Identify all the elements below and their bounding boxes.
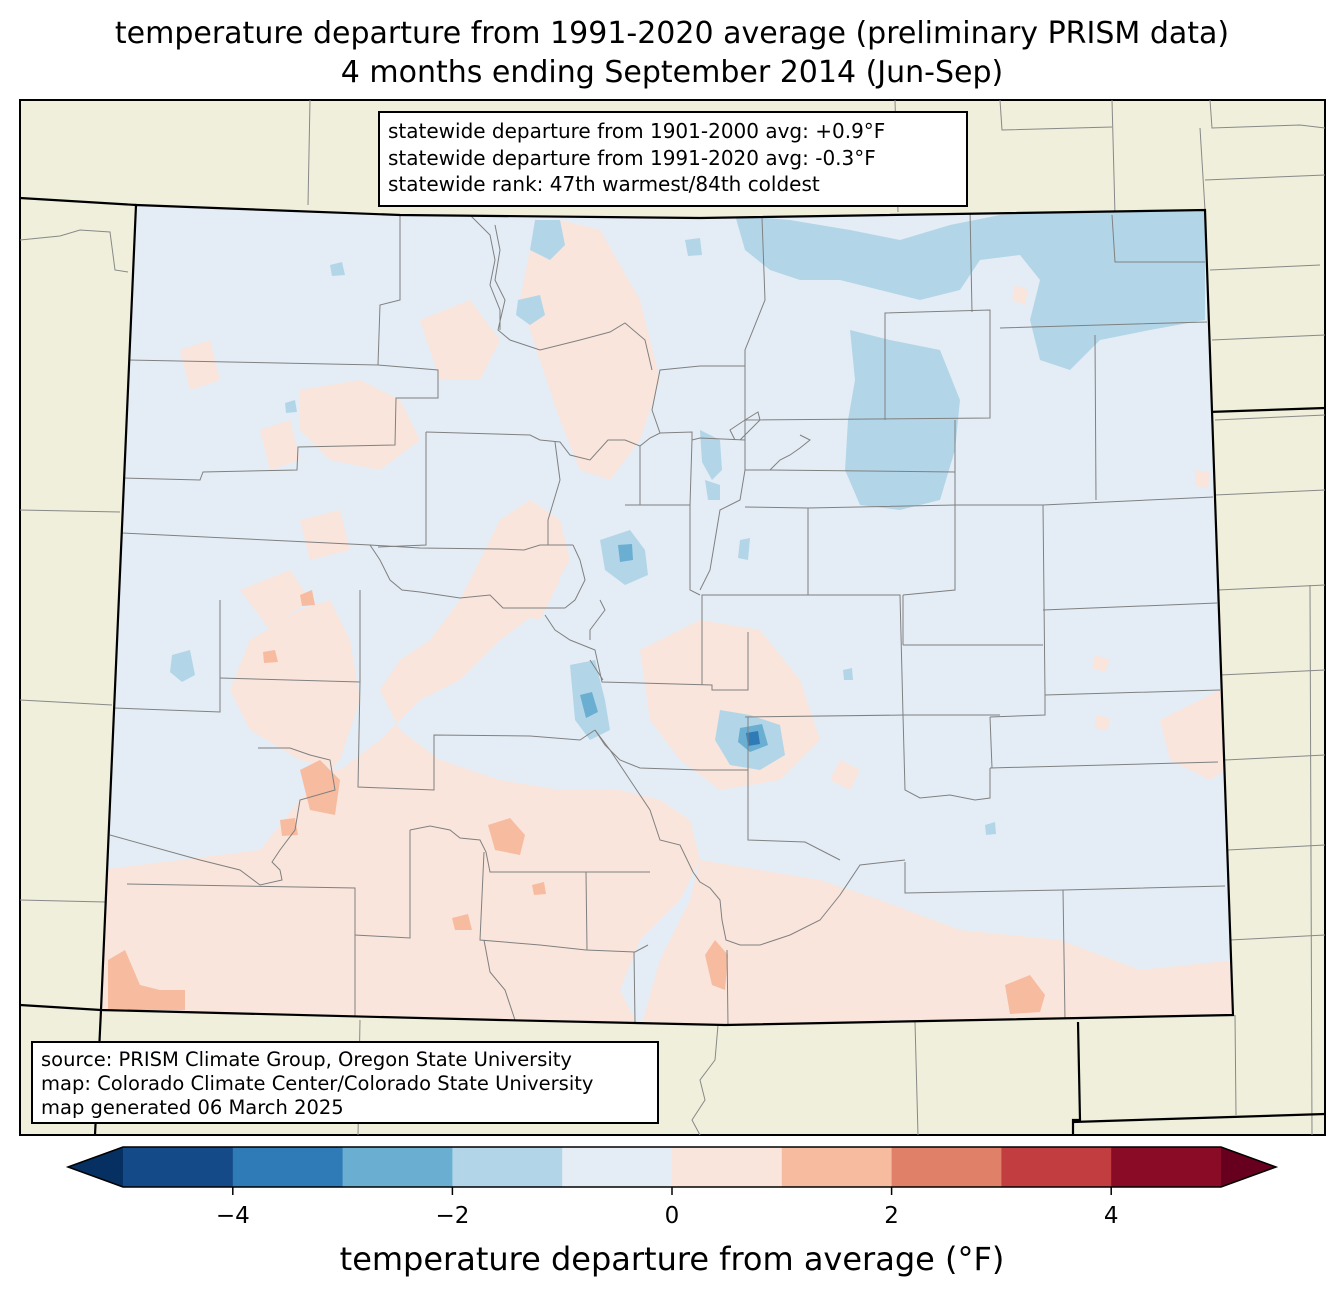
colorbar-segment — [781, 1147, 893, 1187]
colorbar-outline — [65, 1146, 1279, 1188]
stats-line-1: statewide departure from 1901-2000 avg: … — [388, 119, 886, 143]
stats-line-3: statewide rank: 47th warmest/84th coldes… — [388, 172, 820, 196]
colorbar-label: temperature departure from average (°F) — [339, 1240, 1005, 1278]
colorado-anomaly-field — [101, 205, 1233, 1025]
colorbar-segment — [891, 1147, 1002, 1187]
statewide-stats-box: statewide departure from 1901-2000 avg: … — [378, 111, 968, 207]
source-line-1: source: PRISM Climate Group, Oregon Stat… — [41, 1048, 572, 1071]
colorbar-segment — [562, 1147, 673, 1187]
colorbar-tick-label: 0 — [664, 1203, 680, 1229]
stats-line-2: statewide departure from 1991-2020 avg: … — [388, 145, 876, 170]
colorbar-segment — [1111, 1147, 1222, 1187]
colorbar-segment — [342, 1147, 453, 1187]
cool-patches — [170, 208, 1205, 835]
cool2-patches — [580, 544, 768, 752]
colorbar-segment — [123, 1147, 234, 1187]
source-line-3: map generated 06 March 2025 — [41, 1096, 344, 1119]
title-line-1: temperature departure from 1991-2020 ave… — [114, 16, 1230, 51]
colorbar-under-arrow — [68, 1147, 123, 1187]
colorbar-tick-label: −2 — [435, 1203, 470, 1229]
title-line-2: 4 months ending September 2014 (Jun-Sep) — [340, 55, 1004, 90]
state-borders-neighbors — [20, 196, 1325, 1135]
source-credit-box: source: PRISM Climate Group, Oregon Stat… — [31, 1041, 659, 1124]
colorbar-tick-label: 2 — [884, 1203, 899, 1229]
colorbar-segment — [452, 1147, 563, 1187]
colorbar-segment — [232, 1147, 344, 1187]
colorbar-tick-label: −4 — [215, 1203, 250, 1229]
colorado-border — [99, 203, 1235, 1027]
colorbar-tick-label: 4 — [1103, 1203, 1119, 1229]
neighbor-county-lines — [20, 100, 1325, 1135]
source-line-2: map: Colorado Climate Center/Colorado St… — [41, 1072, 594, 1095]
warm2-patches — [108, 590, 1045, 1014]
colorbar — [65, 1146, 1279, 1195]
colorbar-segment — [672, 1147, 783, 1187]
cool3-patches — [746, 731, 760, 746]
colorbar-over-arrow — [1221, 1147, 1276, 1187]
colorbar-segment — [1001, 1147, 1112, 1187]
warm-patches — [101, 220, 1233, 1025]
colorado-county-lines — [109, 209, 1226, 1025]
